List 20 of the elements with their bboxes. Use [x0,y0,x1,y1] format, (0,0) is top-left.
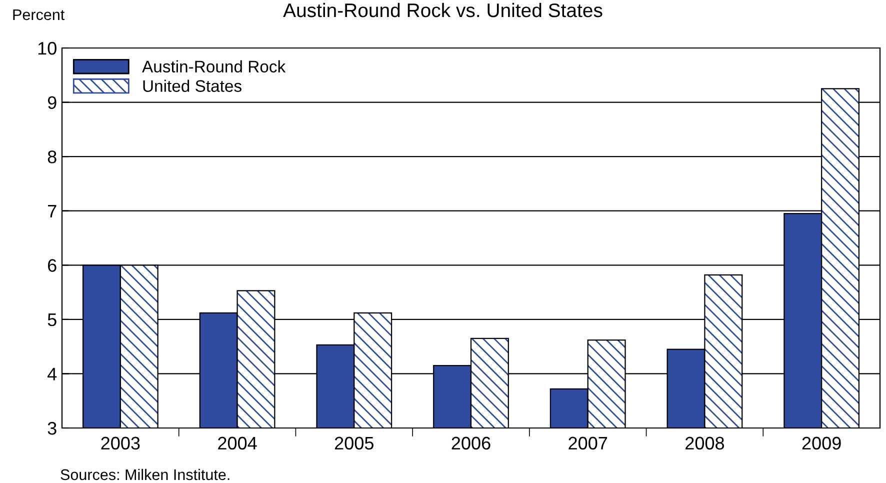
y-tick-label: 3 [48,422,56,435]
source-note: Sources: Milken Institute. [60,468,230,480]
y-tick-label: 4 [48,368,57,380]
y-tick-label: 8 [48,150,56,164]
chart-title: Austin-Round Rock vs. United States [283,2,602,18]
x-tick-label: 2006 [452,436,490,450]
x-tick-label: 2003 [101,436,140,450]
x-tick-label: 2005 [334,436,374,450]
y-axis-title: Percent [13,9,65,20]
legend-label: Austin-Round Rock [142,60,286,72]
x-tick-label: 2009 [802,436,841,450]
y-tick-label: 5 [48,314,56,326]
y-tick-label: 7 [48,204,56,218]
x-tick-label: 2004 [218,436,257,450]
x-tick-label: 2008 [686,436,724,450]
x-tick-label: 2007 [568,436,608,450]
y-tick-label: 10 [38,42,56,55]
y-tick-label: 9 [48,96,56,110]
y-tick-label: 6 [48,259,56,272]
legend-label: United States [143,80,242,92]
